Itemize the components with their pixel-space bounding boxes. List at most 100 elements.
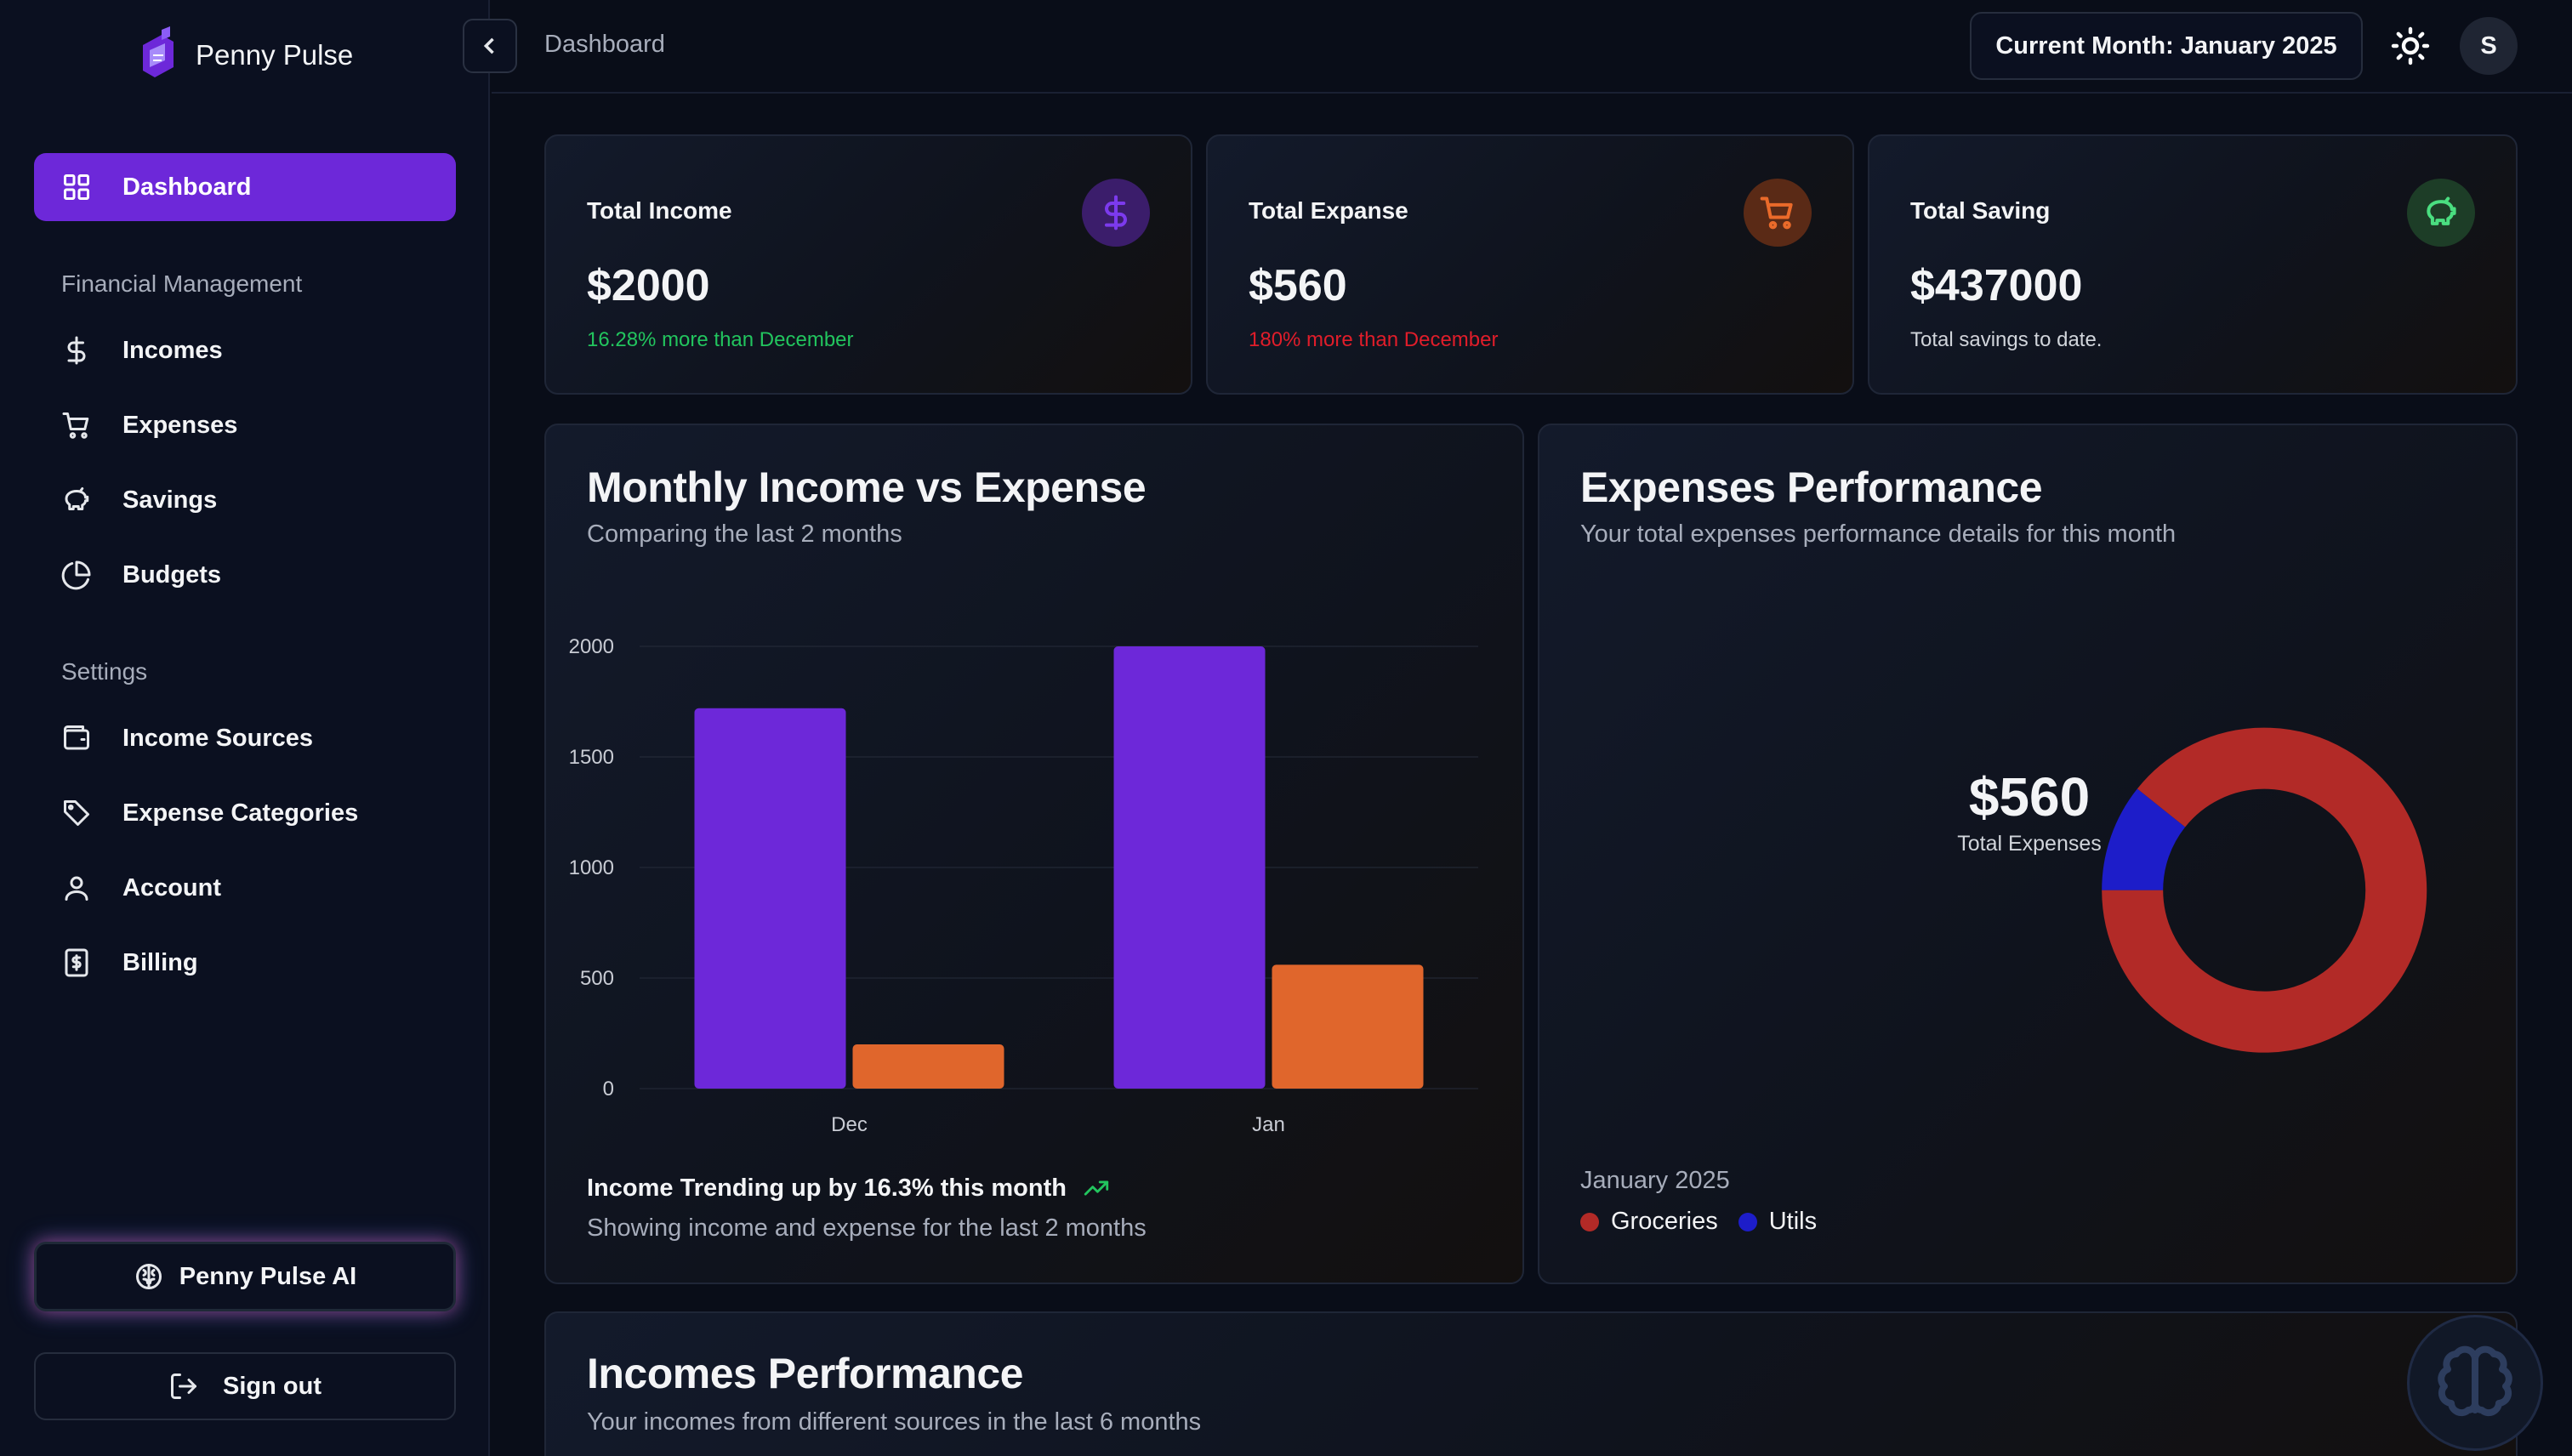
penny-pulse-ai-button[interactable]: Penny Pulse AI <box>34 1242 456 1311</box>
avatar[interactable]: S <box>2460 17 2518 75</box>
brain-icon <box>134 1261 164 1292</box>
sidebar-item-label: Savings <box>122 486 218 514</box>
section-label-financial: Financial Management <box>61 270 303 297</box>
sidebar-item-label: Expenses <box>122 411 238 439</box>
theme-toggle-button[interactable] <box>2390 26 2431 66</box>
card-subtitle: Your total expenses performance details … <box>1580 520 2177 548</box>
legend-label: Groceries <box>1611 1208 1718 1235</box>
stat-note: 180% more than December <box>1249 328 1499 351</box>
income-expense-bar-chart: 0 500 1000 1500 2000 Dec Jan <box>569 635 1478 1136</box>
sidebar-item-label: Expense Categories <box>122 799 359 827</box>
x-tick-label: Jan <box>1252 1113 1285 1136</box>
sidebar-item-expense-categories[interactable]: Expense Categories <box>61 788 452 839</box>
total-income-card: Total Income $2000 16.28% more than Dece… <box>544 134 1192 395</box>
sidebar-item-income-sources[interactable]: Income Sources <box>61 713 452 764</box>
bar-jan-0 <box>1113 646 1266 1089</box>
sidebar-item-label: Budgets <box>122 560 221 589</box>
sidebar-item-account[interactable]: Account <box>61 862 452 913</box>
card-title: Expenses Performance <box>1580 464 2043 511</box>
sidebar-item-label: Incomes <box>122 336 223 364</box>
sidebar-item-billing[interactable]: Billing <box>61 937 452 988</box>
dollar-icon <box>1082 179 1150 247</box>
current-month-button[interactable]: Current Month: January 2025 <box>1970 12 2363 80</box>
y-tick-label: 1500 <box>569 746 614 769</box>
stat-title: Total Income <box>587 197 732 224</box>
sidebar-item-dashboard[interactable]: Dashboard <box>34 153 456 221</box>
brand[interactable]: Penny Pulse <box>136 26 353 85</box>
legend-item-utils: Utils <box>1738 1208 1817 1236</box>
piggy-bank-icon <box>61 485 92 515</box>
legend-item-groceries: Groceries <box>1580 1208 1718 1236</box>
tag-icon <box>61 798 92 828</box>
trend-text: Income Trending up by 16.3% this month <box>587 1174 1067 1202</box>
expenses-performance-card: Expenses Performance Your total expenses… <box>1538 424 2518 1284</box>
breadcrumb[interactable]: Dashboard <box>544 31 665 58</box>
incomes-performance-card: Incomes Performance Your incomes from di… <box>544 1311 2518 1456</box>
legend-label: Utils <box>1768 1208 1818 1235</box>
sidebar-item-budgets[interactable]: Budgets <box>61 549 452 600</box>
brand-name: Penny Pulse <box>196 39 354 71</box>
card-subtitle: Your incomes from different sources in t… <box>587 1408 1202 1436</box>
expenses-donut-chart <box>2102 727 2427 1053</box>
donut-center-label: Total Expenses <box>1957 832 2102 856</box>
y-tick-label: 2000 <box>569 635 614 658</box>
bar-jan-1 <box>1272 964 1424 1089</box>
penny-pulse-logo-icon <box>143 26 174 77</box>
sidebar-item-savings[interactable]: Savings <box>61 475 452 526</box>
bar-dec-0 <box>694 708 846 1089</box>
user-icon <box>61 873 92 903</box>
sun-icon <box>2391 26 2430 65</box>
sidebar-item-label: Billing <box>122 948 198 976</box>
cart-icon <box>61 410 92 441</box>
sidebar-item-label: Dashboard <box>122 173 252 201</box>
stat-title: Total Saving <box>1910 197 2051 224</box>
donut-center-value: $560 <box>1968 766 2091 828</box>
x-tick-label: Dec <box>831 1113 868 1136</box>
sidebar-item-label: Income Sources <box>122 724 314 752</box>
income-vs-expense-card: Monthly Income vs Expense Comparing the … <box>544 424 1524 1284</box>
brain-icon <box>2438 1345 2512 1417</box>
sidebar-item-incomes[interactable]: Incomes <box>61 325 452 376</box>
total-saving-card: Total Saving $437000 Total savings to da… <box>1868 134 2518 395</box>
pie-icon <box>61 560 92 590</box>
cart-icon <box>1744 179 1812 247</box>
slice-groceries <box>2102 727 2427 1053</box>
chart-footer: Showing income and expense for the last … <box>587 1214 1147 1242</box>
piggy-bank-icon <box>2407 179 2475 247</box>
stat-note: Total savings to date. <box>1910 328 2103 351</box>
bar-dec-1 <box>852 1044 1004 1089</box>
ai-assistant-fab[interactable] <box>2407 1315 2543 1451</box>
chevron-left-icon <box>483 37 494 54</box>
card-subtitle: Comparing the last 2 months <box>587 520 902 548</box>
logout-icon <box>168 1371 199 1402</box>
y-tick-label: 0 <box>603 1078 614 1101</box>
chart-legend: Groceries Utils <box>1580 1208 1817 1236</box>
legend-dot <box>1580 1212 1599 1231</box>
legend-dot <box>1738 1212 1757 1231</box>
y-tick-label: 1000 <box>569 856 614 879</box>
sidebar-item-expenses[interactable]: Expenses <box>61 400 452 451</box>
sign-out-label: Sign out <box>223 1372 322 1400</box>
sidebar-item-label: Account <box>122 873 221 901</box>
stat-value: $2000 <box>587 261 710 310</box>
ai-button-label: Penny Pulse AI <box>179 1262 357 1290</box>
wallet-icon <box>61 723 92 754</box>
stat-value: $437000 <box>1910 261 2083 310</box>
card-title: Incomes Performance <box>587 1350 1023 1397</box>
sign-out-button[interactable]: Sign out <box>34 1352 456 1420</box>
card-title: Monthly Income vs Expense <box>587 464 1147 511</box>
stat-value: $560 <box>1249 261 1347 310</box>
legend-period: January 2025 <box>1580 1167 1730 1194</box>
slice-utils <box>2102 788 2186 891</box>
total-expense-card: Total Expanse $560 180% more than Decemb… <box>1206 134 1854 395</box>
receipt-icon <box>61 947 92 978</box>
trending-up-icon <box>1084 1180 1109 1196</box>
grid-icon <box>61 172 92 202</box>
stat-title: Total Expanse <box>1249 197 1408 224</box>
sidebar: Penny Pulse Dashboard Financial Manageme… <box>0 0 490 1456</box>
dollar-icon <box>61 335 92 366</box>
y-tick-label: 500 <box>580 967 614 990</box>
collapse-sidebar-button[interactable] <box>463 19 517 73</box>
stat-note: 16.28% more than December <box>587 328 854 351</box>
section-label-settings: Settings <box>61 658 148 685</box>
